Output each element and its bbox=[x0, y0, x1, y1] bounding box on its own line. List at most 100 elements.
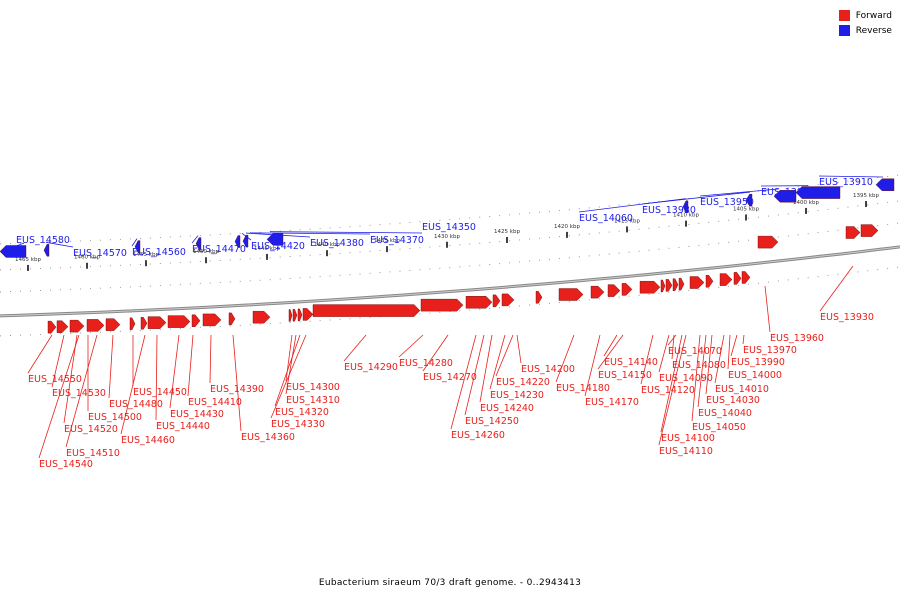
legend-forward: Forward bbox=[839, 8, 892, 23]
gene-label: EUS_14560 bbox=[132, 247, 186, 258]
reverse-gene bbox=[0, 245, 26, 257]
gene-label: EUS_14140 bbox=[604, 357, 658, 368]
legend: Forward Reverse bbox=[839, 8, 892, 38]
gene-label: EUS_14200 bbox=[521, 364, 575, 375]
gene-label: EUS_14050 bbox=[692, 422, 746, 433]
forward-gene bbox=[673, 279, 678, 291]
gene-label: EUS_14270 bbox=[423, 372, 477, 383]
forward-gene bbox=[421, 299, 463, 311]
gene-label: EUS_14170 bbox=[585, 397, 639, 408]
forward-gene bbox=[203, 314, 221, 326]
gene-label: EUS_14360 bbox=[241, 432, 295, 443]
forward-gene bbox=[87, 319, 104, 331]
gene-label: EUS_14000 bbox=[728, 370, 782, 381]
gene-label: EUS_13910 bbox=[819, 177, 873, 188]
caption: Eubacterium siraeum 70/3 draft genome. -… bbox=[0, 578, 900, 588]
forward-gene bbox=[608, 285, 620, 297]
gene-label: EUS_13940 bbox=[761, 187, 815, 198]
gene-label: EUS_14010 bbox=[715, 384, 769, 395]
gene-label-leader bbox=[109, 335, 113, 398]
scale-tick-label: 1400 kbp bbox=[793, 200, 819, 206]
legend-reverse: Reverse bbox=[839, 23, 892, 38]
forward-gene bbox=[130, 318, 135, 330]
gene-label: EUS_14260 bbox=[451, 430, 505, 441]
gene-label: EUS_13970 bbox=[743, 345, 797, 356]
forward-gene bbox=[861, 225, 878, 237]
gene-label: EUS_14580 bbox=[16, 235, 70, 246]
gene-label: EUS_14540 bbox=[39, 459, 93, 470]
gene-label: EUS_14110 bbox=[659, 446, 713, 457]
forward-gene bbox=[742, 271, 750, 283]
scale-tick-label: 1465 kbp bbox=[15, 257, 41, 263]
gene-label-leader bbox=[820, 266, 853, 311]
gene-label: EUS_14040 bbox=[698, 408, 752, 419]
forward-gene bbox=[298, 309, 302, 321]
legend-forward-label: Forward bbox=[856, 11, 892, 21]
forward-gene bbox=[758, 236, 778, 248]
gene-label-leader bbox=[250, 233, 370, 234]
gene-label: EUS_14090 bbox=[659, 373, 713, 384]
forward-gene bbox=[690, 277, 704, 289]
forward-gene bbox=[720, 274, 732, 286]
gene-label: EUS_14060 bbox=[579, 213, 633, 224]
gene-label: EUS_13930 bbox=[820, 312, 874, 323]
reverse-gene bbox=[44, 244, 49, 256]
forward-gene bbox=[706, 275, 713, 287]
scale-tick-label: 1425 kbp bbox=[494, 229, 520, 235]
gene-label: EUS_14510 bbox=[66, 448, 120, 459]
gene-label: EUS_14380 bbox=[310, 238, 364, 249]
gene-label: EUS_13950 bbox=[700, 197, 754, 208]
scale-tick-label: 1430 kbp bbox=[434, 234, 460, 240]
gene-label: EUS_14450 bbox=[133, 387, 187, 398]
gene-label: EUS_14330 bbox=[271, 419, 325, 430]
forward-gene bbox=[591, 286, 604, 298]
forward-gene bbox=[536, 291, 542, 303]
gene-label-leader bbox=[728, 335, 730, 369]
gene-label: EUS_14240 bbox=[480, 403, 534, 414]
gene-label-leader bbox=[517, 335, 521, 363]
gene-label-leader bbox=[270, 232, 422, 233]
gene-label-leader bbox=[188, 335, 193, 396]
forward-gene bbox=[640, 281, 660, 293]
gene-label: EUS_14230 bbox=[490, 390, 544, 401]
gene-label: EUS_13960 bbox=[770, 333, 824, 344]
gene-label: EUS_14370 bbox=[370, 235, 424, 246]
forward-gene bbox=[661, 280, 665, 292]
forward-gene bbox=[289, 309, 292, 321]
forward-gene bbox=[106, 319, 120, 331]
legend-reverse-swatch bbox=[839, 25, 850, 36]
gene-label: EUS_14420 bbox=[251, 241, 305, 252]
gene-label-leader bbox=[210, 335, 211, 383]
gene-label-leader bbox=[28, 335, 52, 373]
gene-label-leader bbox=[496, 335, 513, 376]
forward-gene bbox=[493, 295, 500, 307]
gene-label-leader bbox=[668, 335, 676, 345]
gene-label: EUS_14410 bbox=[188, 397, 242, 408]
gene-label-leader bbox=[731, 335, 737, 356]
legend-forward-swatch bbox=[839, 10, 850, 21]
forward-gene bbox=[559, 289, 583, 301]
gene-label: EUS_14120 bbox=[641, 385, 695, 396]
gene-label: EUS_14290 bbox=[344, 362, 398, 373]
gene-label-leader bbox=[743, 335, 744, 344]
gene-label: EUS_14320 bbox=[275, 407, 329, 418]
forward-gene bbox=[666, 279, 672, 291]
gene-label: EUS_14470 bbox=[192, 244, 246, 255]
gene-label: EUS_14310 bbox=[286, 395, 340, 406]
gene-label-leader bbox=[344, 335, 366, 361]
forward-gene bbox=[303, 308, 313, 320]
forward-gene bbox=[466, 296, 492, 308]
forward-gene bbox=[622, 283, 632, 295]
forward-gene bbox=[70, 320, 84, 332]
gene-label: EUS_14570 bbox=[73, 248, 127, 259]
forward-gene bbox=[679, 278, 684, 290]
forward-gene bbox=[293, 309, 297, 321]
gene-label: EUS_14070 bbox=[668, 346, 722, 357]
gene-label: EUS_14480 bbox=[109, 399, 163, 410]
gene-label: EUS_13990 bbox=[731, 357, 785, 368]
gene-label-leader bbox=[233, 335, 241, 431]
gene-label: EUS_14500 bbox=[88, 412, 142, 423]
forward-gene bbox=[734, 272, 741, 284]
gene-label: EUS_14430 bbox=[170, 409, 224, 420]
gene-label: EUS_14350 bbox=[422, 222, 476, 233]
